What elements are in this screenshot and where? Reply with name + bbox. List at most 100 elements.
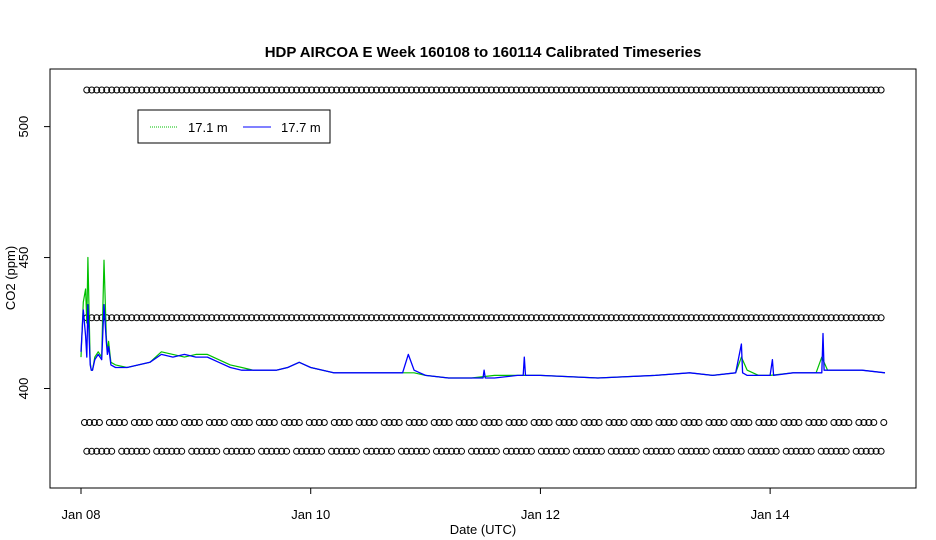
marker-point [343,447,351,455]
marker-point [465,419,473,426]
marker-point [822,447,830,455]
marker-point [627,447,635,455]
marker-point [587,314,595,322]
marker-point [178,447,186,455]
marker-point [857,86,865,94]
marker-point [343,86,351,94]
marker-point [510,419,518,426]
marker-point [802,447,810,455]
marker-point [872,447,880,455]
marker-point [338,447,346,455]
marker-point [443,314,450,322]
marker-point [158,86,166,94]
marker-point [413,447,420,455]
marker-point [782,86,790,94]
marker-row-3 [81,419,888,426]
marker-point [657,314,665,322]
marker-point [652,447,660,455]
marker-point [517,86,525,94]
marker-point [363,314,370,322]
marker-point [502,314,510,322]
marker-point [433,86,440,94]
marker-point [303,447,311,455]
marker-point [170,419,178,426]
marker-point [228,314,236,322]
marker-point [497,314,505,322]
marker-point [433,314,440,322]
marker-point [468,86,475,94]
marker-point [323,86,331,94]
marker-point [712,314,720,322]
marker-point [198,314,206,322]
marker-point [373,86,380,94]
marker-point [410,419,418,426]
marker-point [542,86,550,94]
marker-point [218,86,226,94]
marker-point [318,314,326,322]
marker-point [582,447,590,455]
marker-point [248,86,256,94]
marker-point [198,447,206,455]
marker-point [687,314,695,322]
marker-point [842,447,850,455]
marker-point [717,447,725,455]
marker-point [567,314,575,322]
marker-point [413,86,420,94]
marker-point [477,86,485,94]
marker-point [615,419,623,426]
marker-point [872,314,880,322]
marker-point [305,419,313,426]
marker-point [492,314,500,322]
marker-point [547,314,555,322]
marker-point [577,447,585,455]
marker-point [103,447,111,455]
marker-point [383,86,390,94]
marker-point [712,447,720,455]
marker-point [393,314,400,322]
marker-point [722,86,730,94]
marker-point [420,419,428,426]
marker-point [562,86,570,94]
marker-point [95,419,103,426]
marker-point [118,86,126,94]
marker-point [393,86,400,94]
marker-point [133,86,141,94]
marker-point [492,447,500,455]
marker-point [203,447,211,455]
marker-point [208,447,216,455]
marker-point [143,86,151,94]
x-tick-label: Jan 10 [291,507,330,522]
marker-point [662,314,670,322]
marker-point [460,419,468,426]
marker-point [335,419,343,426]
marker-point [98,447,106,455]
marker-point [690,419,698,426]
marker-point [270,419,278,426]
marker-point [557,86,565,94]
marker-point [852,314,860,322]
marker-point [660,419,668,426]
marker-point [203,314,211,322]
marker-point [273,314,281,322]
marker-point [315,419,323,426]
marker-point [645,419,653,426]
marker-point [587,86,595,94]
marker-point [285,419,293,426]
marker-point [820,419,828,426]
marker-point [418,447,425,455]
marker-point [797,447,805,455]
marker-point [782,314,790,322]
marker-point [707,86,715,94]
marker-point [767,447,775,455]
marker-point [138,86,146,94]
legend-label-17-1m: 17.1 m [188,120,228,135]
marker-point [507,86,515,94]
marker-point [682,314,690,322]
marker-point [198,86,206,94]
marker-point [627,314,635,322]
marker-point [815,419,823,426]
marker-point [647,86,655,94]
marker-point [662,86,670,94]
marker-point [737,86,745,94]
marker-point [837,86,845,94]
